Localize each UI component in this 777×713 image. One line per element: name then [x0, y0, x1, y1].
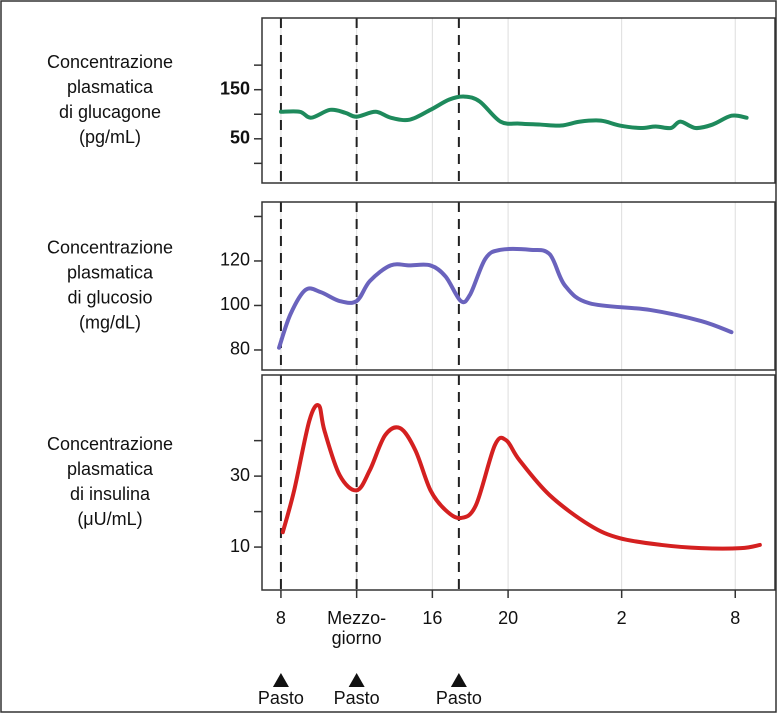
y-axis-label: di glucosio: [67, 287, 152, 307]
meal-label: Pasto: [334, 688, 380, 708]
y-axis-label: (μU/mL): [77, 509, 142, 529]
meal-label: Pasto: [258, 688, 304, 708]
y-axis-label: (pg/mL): [79, 127, 141, 147]
data-line: [277, 246, 734, 350]
panel-frame: [261, 374, 776, 591]
panel-frame: [261, 17, 776, 184]
y-axis-label: Concentrazione: [47, 434, 173, 454]
meal-marker: [450, 673, 467, 687]
y-tick-label: 80: [230, 339, 250, 359]
x-tick-label: 20: [498, 608, 519, 628]
y-tick-label: 30: [230, 465, 250, 485]
y-axis-label: plasmatica: [67, 77, 154, 97]
meal-marker: [348, 673, 365, 687]
x-tick-label: 2: [616, 608, 627, 628]
y-axis-label: Concentrazione: [47, 52, 173, 72]
y-tick-label: 150: [220, 78, 250, 98]
y-axis-label: Concentrazione: [47, 237, 173, 257]
y-axis-label: plasmatica: [67, 262, 154, 282]
y-tick-label: 120: [220, 250, 250, 270]
y-axis-label: di glucagone: [59, 102, 161, 122]
y-axis-label: (mg/dL): [79, 312, 141, 332]
y-tick-label: 100: [220, 294, 250, 314]
y-axis-label: plasmatica: [67, 459, 154, 479]
meal-label: Pasto: [436, 688, 482, 708]
y-axis-label: di insulina: [70, 484, 151, 504]
panel-frame: [261, 201, 776, 371]
x-tick-label: 8: [730, 608, 741, 628]
meal-marker: [272, 673, 289, 687]
x-tick-label: Mezzo-giorno: [327, 608, 387, 648]
y-tick-label: 10: [230, 536, 250, 556]
x-tick-label: 8: [275, 608, 286, 628]
data-line: [280, 403, 762, 551]
x-tick-label: 16: [422, 608, 443, 628]
data-line: [278, 94, 749, 131]
y-tick-label: 50: [230, 128, 250, 148]
